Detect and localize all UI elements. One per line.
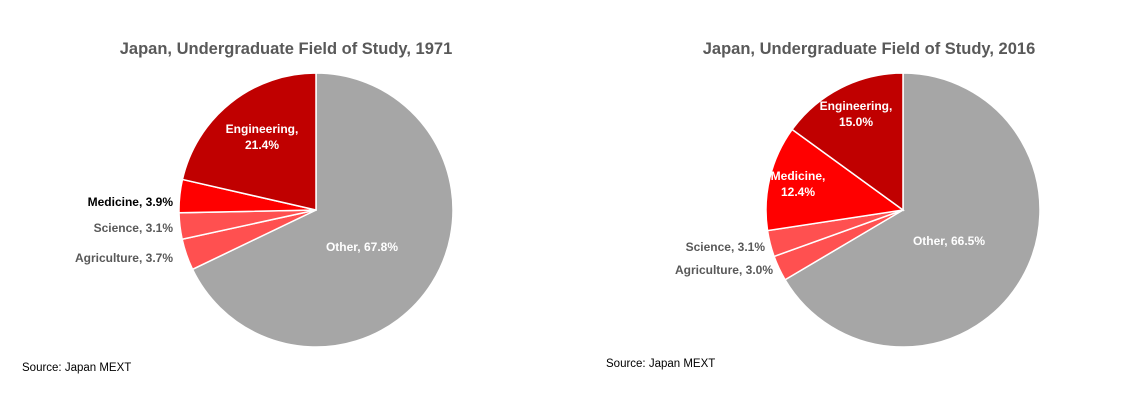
slice-label-medicine: Medicine, 3.9% [88, 195, 174, 209]
slice-label-agriculture: Agriculture, 3.7% [75, 251, 173, 265]
slice-label-other: Other, 66.5% [913, 234, 985, 248]
pie-chart-1971: Japan, Undergraduate Field of Study, 197… [22, 40, 454, 374]
pie-svg-1971: Other, 67.8% Agriculture, 3.7% Science, 3.… [75, 72, 454, 348]
chart-title: Japan, Undergraduate Field of Study, 201… [702, 40, 1036, 58]
pie-slice-other [191, 72, 454, 348]
slice-label-agriculture: Agriculture, 3.0% [675, 263, 773, 277]
pie-slice-other [784, 72, 1041, 348]
pie-slice-engineering [181, 72, 317, 211]
pie-slice-medicine [765, 128, 905, 232]
slice-label-science: Science, 3.1% [686, 240, 766, 254]
pie-chart-2016: Japan, Undergraduate Field of Study, 201… [573, 0, 1146, 404]
slice-label-science: Science, 3.1% [94, 221, 174, 235]
slice-label-other: Other, 67.8% [326, 240, 398, 254]
slice-label-engineering: Engineering, 21.4% [226, 122, 299, 152]
slice-label-engineering: Engineering, 15.0% [820, 99, 893, 129]
source-note: Source: Japan MEXT [606, 358, 716, 370]
pie-svg-2016: Other, 66.5% Agriculture, 3.0% Science, 3.… [675, 72, 1041, 348]
chart-title: Japan, Undergraduate Field of Study, 197… [119, 40, 453, 58]
pie-slice-engineering [791, 72, 904, 212]
source-note: Source: Japan MEXT [22, 362, 132, 374]
slice-label-medicine: Medicine, 12.4% [771, 169, 826, 199]
